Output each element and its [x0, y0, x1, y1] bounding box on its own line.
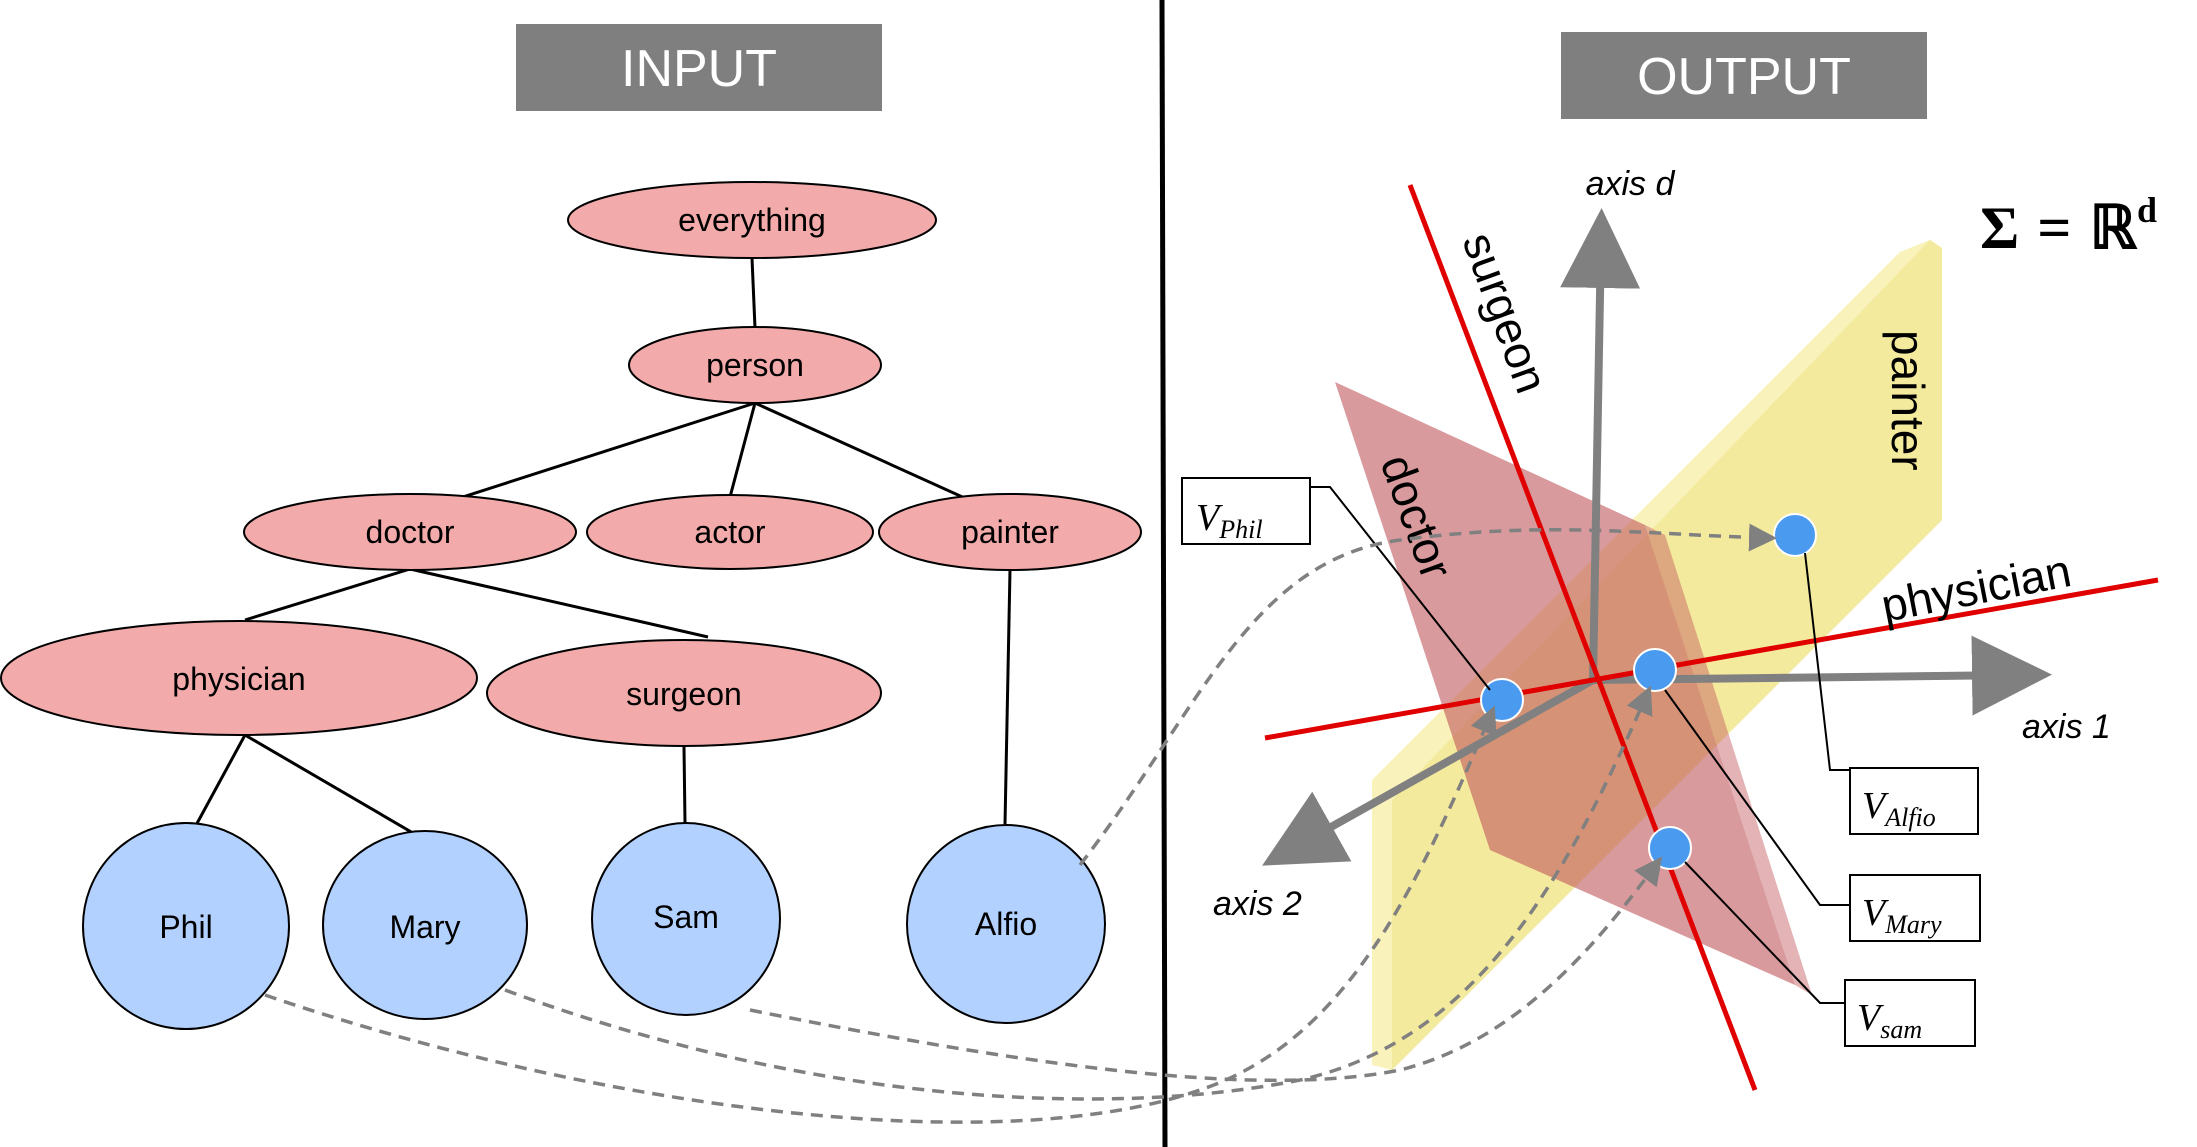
node-sam: Sam [591, 822, 781, 1016]
node-sam-label: Sam [653, 899, 719, 935]
surgeon-label: surgeon [1453, 226, 1559, 400]
node-actor: actor [586, 494, 874, 570]
vec-sam-base: V [1857, 997, 1884, 1039]
formula-sup: d [2137, 190, 2157, 230]
svg-text:VAlfio: VAlfio [1862, 785, 1936, 832]
axis-d-line [1560, 208, 1641, 681]
node-alfio: Alfio [906, 824, 1106, 1024]
node-physician: physician [0, 620, 478, 736]
node-doctor-label: doctor [366, 514, 455, 550]
node-mary: Mary [322, 830, 528, 1020]
formula-lhs: Σ [1980, 195, 2019, 261]
vector-label-mary: VMary [1849, 874, 1981, 942]
physician-line [1264, 577, 2159, 741]
formula-text: Σ = ℝd [1980, 190, 2157, 261]
node-everything-label: everything [678, 202, 826, 238]
node-actor-label: actor [694, 514, 765, 550]
input-header: INPUT [516, 24, 882, 111]
label-connectors [1310, 486, 1850, 1004]
surgeon-line [1407, 184, 1758, 1091]
formula-rhs: ℝ [2089, 195, 2137, 261]
formula-eq: = [2037, 195, 2071, 261]
vec-alfio-base: V [1862, 785, 1889, 827]
vec-alfio-sub: Alfio [1883, 803, 1936, 832]
mapping-arrows [264, 523, 1777, 1124]
map-phil [264, 705, 1497, 1124]
vec-mary-sub: Mary [1884, 910, 1942, 939]
vector-label-sam: Vsam [1844, 979, 1976, 1047]
divider-line [1159, 0, 1168, 1147]
vector-label-alfio: VAlfio [1849, 767, 1979, 835]
tree-edges [186, 257, 1012, 842]
node-painter: painter [878, 493, 1142, 571]
node-phil: Phil [82, 822, 290, 1030]
node-doctor: doctor [243, 493, 577, 571]
node-person: person [628, 326, 882, 404]
vec-mary-base: V [1862, 892, 1889, 934]
svg-text:Vsam: Vsam [1857, 997, 1922, 1044]
node-surgeon-label: surgeon [626, 676, 742, 712]
node-painter-label: painter [961, 514, 1059, 550]
node-surgeon: surgeon [486, 639, 882, 747]
node-everything: everything [567, 181, 937, 259]
node-person-label: person [706, 347, 804, 383]
axis-2-label: axis 2 [1213, 885, 1302, 923]
map-sam [749, 856, 1663, 1083]
svg-text:VMary: VMary [1862, 892, 1942, 939]
input-header-label: INPUT [621, 40, 777, 98]
map-alfio [1078, 523, 1777, 867]
axis-d-label: axis d [1586, 165, 1676, 203]
doctor-plane-edge [1645, 525, 1812, 995]
node-phil-label: Phil [159, 909, 212, 945]
formula: Σ = ℝd [1980, 190, 2157, 261]
map-mary [504, 685, 1653, 1101]
svg-text:VPhil: VPhil [1196, 497, 1263, 544]
vec-phil-base: V [1196, 497, 1223, 539]
painter-label: painter [1882, 330, 1934, 471]
vector-label-phil: VPhil [1181, 477, 1311, 545]
node-mary-label: Mary [389, 909, 460, 945]
axis-1-label: axis 1 [2022, 708, 2111, 746]
axis-2-line [1262, 676, 1595, 866]
output-header: OUTPUT [1561, 32, 1927, 119]
point-mary [1633, 648, 1677, 692]
node-alfio-label: Alfio [975, 906, 1037, 942]
vec-sam-sub: sam [1880, 1015, 1922, 1044]
physician-label: physician [1877, 544, 2075, 632]
output-header-label: OUTPUT [1637, 48, 1851, 106]
point-alfio [1773, 513, 1817, 557]
node-physician-label: physician [172, 661, 305, 697]
vec-phil-sub: Phil [1218, 515, 1262, 544]
